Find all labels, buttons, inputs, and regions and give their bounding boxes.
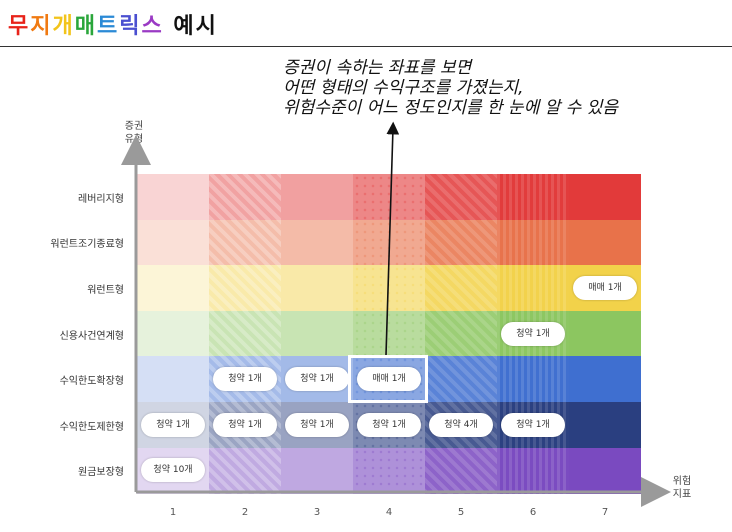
matrix-cell (281, 174, 353, 221)
matrix-cell (137, 310, 209, 357)
matrix-cell (209, 310, 281, 357)
matrix-cell (569, 447, 641, 494)
row-label: 워런트형 (87, 285, 124, 296)
x-axis-title-line: 지표 (672, 489, 692, 500)
title-char: 스 (141, 14, 164, 39)
column-label: 2 (241, 507, 249, 518)
column-label: 6 (529, 507, 537, 518)
count-badge: 청약 1개 (213, 367, 277, 392)
x-axis-title-line: 위험 (672, 476, 692, 487)
matrix-cell (569, 174, 641, 221)
matrix-cell (569, 310, 641, 357)
title-char: 릭 (119, 14, 142, 39)
count-badge: 청약 1개 (501, 412, 565, 437)
title-char: 개 (52, 14, 75, 39)
matrix-cell (497, 356, 569, 403)
matrix-cell (137, 356, 209, 403)
matrix-cell (281, 447, 353, 494)
row-label: 원금보장형 (78, 467, 124, 479)
count-badge: 청약 4개 (429, 412, 493, 437)
title-char: 무 (8, 14, 31, 39)
matrix-cell (425, 310, 497, 357)
title-char: 시 (195, 14, 218, 39)
matrix-cell (353, 174, 425, 221)
matrix-cell (137, 174, 209, 221)
count-badge: 매매 1개 (357, 367, 421, 392)
matrix-cell (353, 310, 425, 357)
matrix-cell (137, 265, 209, 312)
y-axis-title-line: 증권 (124, 121, 144, 132)
matrix-cell (497, 174, 569, 221)
annotation-arrow (385, 121, 400, 356)
annotation-line: 어떤 형태의 수익구조를 가졌는지, (283, 78, 524, 98)
count-badge: 청약 1개 (285, 412, 349, 437)
matrix-cell (497, 219, 569, 266)
matrix-cell (569, 402, 641, 449)
row-label: 수익한도확장형 (59, 376, 124, 388)
matrix-cell (425, 174, 497, 221)
annotation-line: 증권이 속하는 좌표를 보면 (283, 58, 472, 78)
column-label: 1 (169, 507, 177, 518)
highlighted-cell (348, 355, 428, 403)
matrix-cell (569, 356, 641, 403)
matrix-cell (353, 447, 425, 494)
count-badge: 매매 1개 (573, 276, 637, 300)
matrix-cell (209, 219, 281, 266)
page-title: 무지개매트릭스 예시 (8, 8, 218, 40)
row-label: 수익한도제한형 (59, 421, 124, 433)
title-char: 지 (30, 14, 53, 39)
matrix-cell (209, 174, 281, 221)
matrix-cell (209, 447, 281, 494)
annotation-text: 증권이 속하는 좌표를 보면 어떤 형태의 수익구조를 가졌는지, 위험수준이 … (283, 58, 618, 118)
count-badge: 청약 1개 (501, 321, 565, 346)
matrix-cell (497, 265, 569, 312)
title-char: 트 (97, 14, 120, 39)
count-badge: 청약 1개 (285, 367, 349, 392)
column-label: 7 (601, 507, 609, 518)
matrix-cell (425, 447, 497, 494)
matrix-cell (281, 310, 353, 357)
matrix-cell (425, 219, 497, 266)
column-label: 4 (385, 507, 393, 518)
x-axis-title: 위험 지표 (664, 475, 700, 501)
matrix-cell (425, 265, 497, 312)
count-badge: 청약 1개 (213, 412, 277, 437)
column-label: 5 (457, 507, 465, 518)
count-badge: 청약 1개 (141, 412, 205, 437)
annotation-line: 위험수준이 어느 정도인지를 한 눈에 알 수 있음 (283, 98, 618, 118)
matrix-cell (425, 356, 497, 403)
row-label: 레버리지형 (78, 193, 124, 205)
title-divider (0, 46, 732, 47)
matrix-cell (497, 447, 569, 494)
count-badge: 청약 10개 (141, 458, 205, 483)
title-char: 매 (74, 14, 97, 39)
matrix-cell (281, 219, 353, 266)
column-label: 3 (313, 507, 321, 518)
title-char: 예 (173, 14, 196, 39)
row-label: 워런트조기종료형 (50, 239, 124, 251)
row-label: 신용사건연계형 (59, 330, 124, 342)
count-badge: 청약 1개 (357, 412, 421, 437)
matrix-cell (137, 219, 209, 266)
matrix-cell (209, 265, 281, 312)
matrix-cell (281, 265, 353, 312)
matrix-cell (569, 219, 641, 266)
